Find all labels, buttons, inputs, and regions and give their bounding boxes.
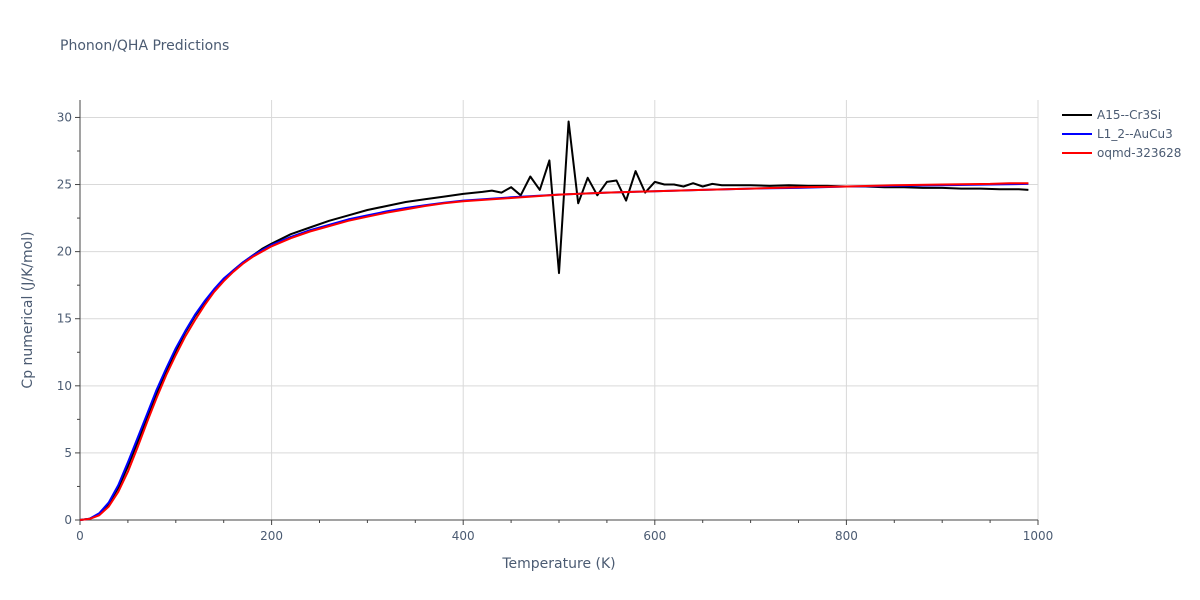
- series-line-a15-cr3si: [79, 120, 1029, 521]
- x-tick-label: 400: [452, 529, 475, 543]
- x-tick-label: 600: [643, 529, 666, 543]
- x-axis-label: Temperature (K): [501, 556, 615, 572]
- y-tick-label: 20: [57, 245, 72, 259]
- legend-item[interactable]: A15--Cr3Si: [1062, 108, 1161, 122]
- y-tick-label: 30: [57, 110, 72, 124]
- series-line-l1-2-aucu3: [79, 182, 1029, 521]
- series-line-oqmd-323628: [79, 182, 1029, 521]
- x-tick-label: 0: [76, 529, 84, 543]
- legend-label: L1_2--AuCu3: [1097, 127, 1173, 141]
- y-tick-label: 10: [57, 379, 72, 393]
- y-tick-label: 25: [57, 178, 72, 192]
- legend-item[interactable]: oqmd-323628: [1062, 146, 1181, 160]
- y-tick-label: 0: [64, 513, 72, 527]
- x-tick-label: 200: [260, 529, 283, 543]
- y-tick-label: 5: [64, 446, 72, 460]
- legend-item[interactable]: L1_2--AuCu3: [1062, 127, 1173, 141]
- plot-area: [79, 120, 1029, 521]
- x-tick-label: 1000: [1023, 529, 1054, 543]
- axes: 0 200 400 600 800 1000 0 5 10 15 20 25 30: [57, 100, 1054, 543]
- legend-label: A15--Cr3Si: [1097, 108, 1161, 122]
- y-axis-label: Cp numerical (J/K/mol): [20, 231, 36, 388]
- legend: A15--Cr3Si L1_2--AuCu3 oqmd-323628: [1062, 108, 1181, 160]
- legend-label: oqmd-323628: [1097, 146, 1181, 160]
- y-tick-label: 15: [57, 312, 72, 326]
- grid: [80, 100, 1039, 520]
- chart-title: Phonon/QHA Predictions: [60, 38, 229, 54]
- x-tick-label: 800: [835, 529, 858, 543]
